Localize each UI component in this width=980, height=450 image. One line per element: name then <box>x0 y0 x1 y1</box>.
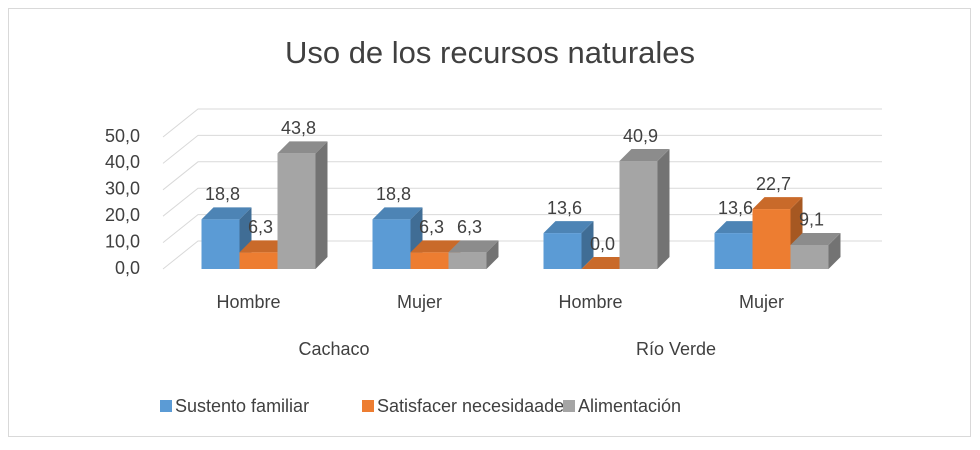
bar <box>239 252 278 269</box>
legend-label: Satisfacer necesidaades <box>377 396 573 416</box>
group-label: Río Verde <box>636 339 716 359</box>
bar-side <box>828 232 841 269</box>
y-tick-label: 30,0 <box>105 179 140 199</box>
x-tick-label: Mujer <box>397 292 442 312</box>
bar <box>410 252 449 269</box>
bar-top <box>752 197 803 210</box>
bar-side <box>315 141 328 269</box>
data-label: 6,3 <box>248 217 273 237</box>
bar-top <box>201 207 252 220</box>
bar <box>790 244 829 269</box>
bar <box>714 233 753 269</box>
grid-line <box>162 108 882 138</box>
bar-top <box>372 207 423 220</box>
bar-top <box>790 232 841 245</box>
data-label: 6,3 <box>457 217 482 237</box>
bar <box>752 209 791 269</box>
y-tick-label: 10,0 <box>105 231 140 251</box>
legend-label: Alimentación <box>578 396 681 416</box>
chart-border <box>8 8 971 437</box>
x-tick-label: Hombre <box>216 292 280 312</box>
bar-side <box>486 240 499 269</box>
legend-swatch <box>160 400 172 412</box>
legend-swatch <box>563 400 575 412</box>
bar-top <box>448 240 499 253</box>
data-label: 13,6 <box>547 198 582 218</box>
bar-top <box>714 221 765 234</box>
y-tick-label: 40,0 <box>105 152 140 172</box>
bar-top <box>277 141 328 154</box>
x-tick-label: Mujer <box>739 292 784 312</box>
bar-top <box>581 257 632 269</box>
bar-side <box>657 149 670 269</box>
bar <box>448 252 487 269</box>
y-tick-label: 50,0 <box>105 126 140 146</box>
bar <box>372 219 411 269</box>
grid-line <box>162 134 882 164</box>
bar-top <box>410 240 461 253</box>
x-tick-label: Hombre <box>558 292 622 312</box>
y-tick-label: 0,0 <box>115 258 140 278</box>
bar-top <box>619 149 670 162</box>
y-tick-label: 20,0 <box>105 205 140 225</box>
bar-top <box>239 240 290 253</box>
chart-title: Uso de los recursos naturales <box>285 35 695 70</box>
data-label: 0,0 <box>590 234 615 254</box>
data-label: 13,6 <box>718 198 753 218</box>
bar <box>277 153 316 269</box>
data-label: 43,8 <box>281 118 316 138</box>
bar-top <box>543 221 594 234</box>
bar <box>543 233 582 269</box>
data-label: 40,9 <box>623 126 658 146</box>
data-label: 6,3 <box>419 217 444 237</box>
legend-swatch <box>362 400 374 412</box>
bar <box>201 219 240 269</box>
data-label: 9,1 <box>799 210 824 230</box>
legend-label: Sustento familiar <box>175 396 309 416</box>
group-label: Cachaco <box>298 339 369 359</box>
data-label: 18,8 <box>205 184 240 204</box>
data-label: 18,8 <box>376 184 411 204</box>
bar <box>619 161 658 269</box>
data-label: 22,7 <box>756 174 791 194</box>
bar-side <box>581 221 594 269</box>
